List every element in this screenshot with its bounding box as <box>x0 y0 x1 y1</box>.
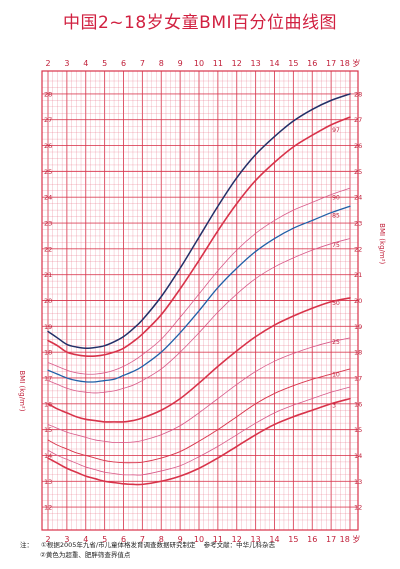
x-tick-label-bottom: 15 <box>288 535 298 544</box>
x-tick-label-bottom: 14 <box>269 535 279 544</box>
x-tick-label-top: 17 <box>326 59 336 68</box>
y-tick-label-left: 12 <box>44 504 52 512</box>
x-tick-label-top: 3 <box>64 59 69 68</box>
y-axis-label-left: BMI (kg/m²) <box>18 370 26 411</box>
percentile-label: 10 <box>332 371 340 378</box>
x-tick-label-top: 12 <box>232 59 242 68</box>
y-tick-label-right: 27 <box>354 116 362 124</box>
y-tick-label-right: 22 <box>354 245 362 253</box>
x-tick-label-bottom: 3 <box>64 535 69 544</box>
y-tick-label-left: 23 <box>44 220 52 228</box>
y-tick-label-left: 26 <box>44 142 52 150</box>
x-tick-label-bottom: 10 <box>194 535 204 544</box>
series-line-p50 <box>47 297 351 423</box>
percentile-label: 25 <box>332 339 340 346</box>
notes-prefix: 注： <box>20 541 33 549</box>
series-line-p5 <box>47 386 351 476</box>
chart-title: 中国2~18岁女童BMI百分位曲线图 <box>62 13 338 33</box>
y-axis-label-right: BMI (kg/m²) <box>378 223 386 264</box>
x-tick-label-top: 10 <box>194 59 204 68</box>
x-tick-label-top: 15 <box>288 59 298 68</box>
y-tick-label-left: 22 <box>44 245 52 253</box>
y-tick-label-left: 27 <box>44 116 52 124</box>
x-tick-label-top: 14 <box>269 59 279 68</box>
series-line-p3 <box>47 397 351 486</box>
x-tick-label-top: 8 <box>159 59 164 68</box>
note-2: ②黄色为超重、肥胖筛查界值点 <box>40 551 131 559</box>
x-tick-label-top: 9 <box>178 59 183 68</box>
x-tick-label-top: 2 <box>45 59 50 68</box>
x-tick-label-bottom: 6 <box>121 535 126 544</box>
y-tick-label-left: 17 <box>44 374 52 382</box>
footnotes: 注： ①根据2005年九省/市儿童体格发育调查数据研究制定 参考文献：中华儿科杂… <box>20 540 390 560</box>
x-tick-label-bottom: 11 <box>213 535 223 544</box>
x-tick-label-top: 16 <box>307 59 317 68</box>
percentile-label: 75 <box>332 242 340 249</box>
y-tick-label-right: 14 <box>354 452 362 460</box>
x-tick-label-bottom: 16 <box>307 535 317 544</box>
x-tick-label-bottom: 2 <box>45 535 50 544</box>
y-tick-label-right: 12 <box>354 504 362 512</box>
series-line-p97 <box>47 93 351 350</box>
y-tick-label-left: 19 <box>44 323 52 331</box>
plot-frame <box>41 70 359 531</box>
series-line-p95 <box>47 116 351 357</box>
series-line-p10 <box>47 368 351 464</box>
y-tick-label-left: 21 <box>44 271 52 279</box>
x-tick-label-bottom: 18 岁 <box>340 534 361 544</box>
y-tick-label-right: 20 <box>354 297 362 305</box>
x-tick-label-top: 7 <box>140 59 145 68</box>
note-1: ①根据2005年九省/市儿童体格发育调查数据研究制定 <box>41 541 196 549</box>
y-tick-label-left: 14 <box>44 452 52 460</box>
y-tick-label-right: 15 <box>354 426 362 434</box>
x-tick-label-top: 5 <box>102 59 107 68</box>
x-tick-label-bottom: 9 <box>178 535 183 544</box>
x-tick-label-bottom: 7 <box>140 535 145 544</box>
x-tick-label-bottom: 13 <box>251 535 261 544</box>
y-tick-label-right: 18 <box>354 349 362 357</box>
y-tick-label-left: 28 <box>44 90 52 98</box>
x-tick-label-bottom: 12 <box>232 535 242 544</box>
series-line-p75 <box>47 238 351 394</box>
x-tick-label-top: 13 <box>251 59 261 68</box>
x-tick-label-bottom: 17 <box>326 535 336 544</box>
series-line-p85 <box>47 205 351 383</box>
x-tick-label-top: 18 岁 <box>340 58 361 68</box>
y-tick-label-left: 18 <box>44 349 52 357</box>
y-tick-label-left: 25 <box>44 168 52 176</box>
y-tick-label-right: 24 <box>354 194 362 202</box>
percentile-label: 90 <box>332 194 340 201</box>
note-reference: 参考文献：中华儿科杂志 <box>203 541 276 549</box>
y-tick-label-right: 19 <box>354 323 362 331</box>
percentile-label: 50 <box>332 300 340 307</box>
y-tick-label-left: 20 <box>44 297 52 305</box>
y-tick-label-right: 23 <box>354 220 362 228</box>
y-tick-label-right: 26 <box>354 142 362 150</box>
y-tick-label-right: 17 <box>354 374 362 382</box>
x-tick-label-top: 6 <box>121 59 126 68</box>
y-tick-label-right: 13 <box>354 478 362 486</box>
y-tick-label-left: 15 <box>44 426 52 434</box>
x-tick-label-bottom: 4 <box>83 535 88 544</box>
series-line-p25 <box>47 337 351 444</box>
percentile-label: 85 <box>332 212 340 219</box>
y-tick-label-right: 25 <box>354 168 362 176</box>
x-tick-label-bottom: 8 <box>159 535 164 544</box>
x-tick-label-top: 4 <box>83 59 88 68</box>
x-tick-label-top: 11 <box>213 59 223 68</box>
series-line-p90 <box>47 187 351 375</box>
y-tick-label-right: 21 <box>354 271 362 279</box>
y-tick-label-left: 13 <box>44 478 52 486</box>
y-tick-label-right: 28 <box>354 90 362 98</box>
percentile-label: 97 <box>332 127 340 134</box>
x-tick-label-bottom: 5 <box>102 535 107 544</box>
y-tick-label-right: 16 <box>354 400 362 408</box>
percentile-label: 3 <box>332 402 336 409</box>
y-tick-label-left: 24 <box>44 194 52 202</box>
